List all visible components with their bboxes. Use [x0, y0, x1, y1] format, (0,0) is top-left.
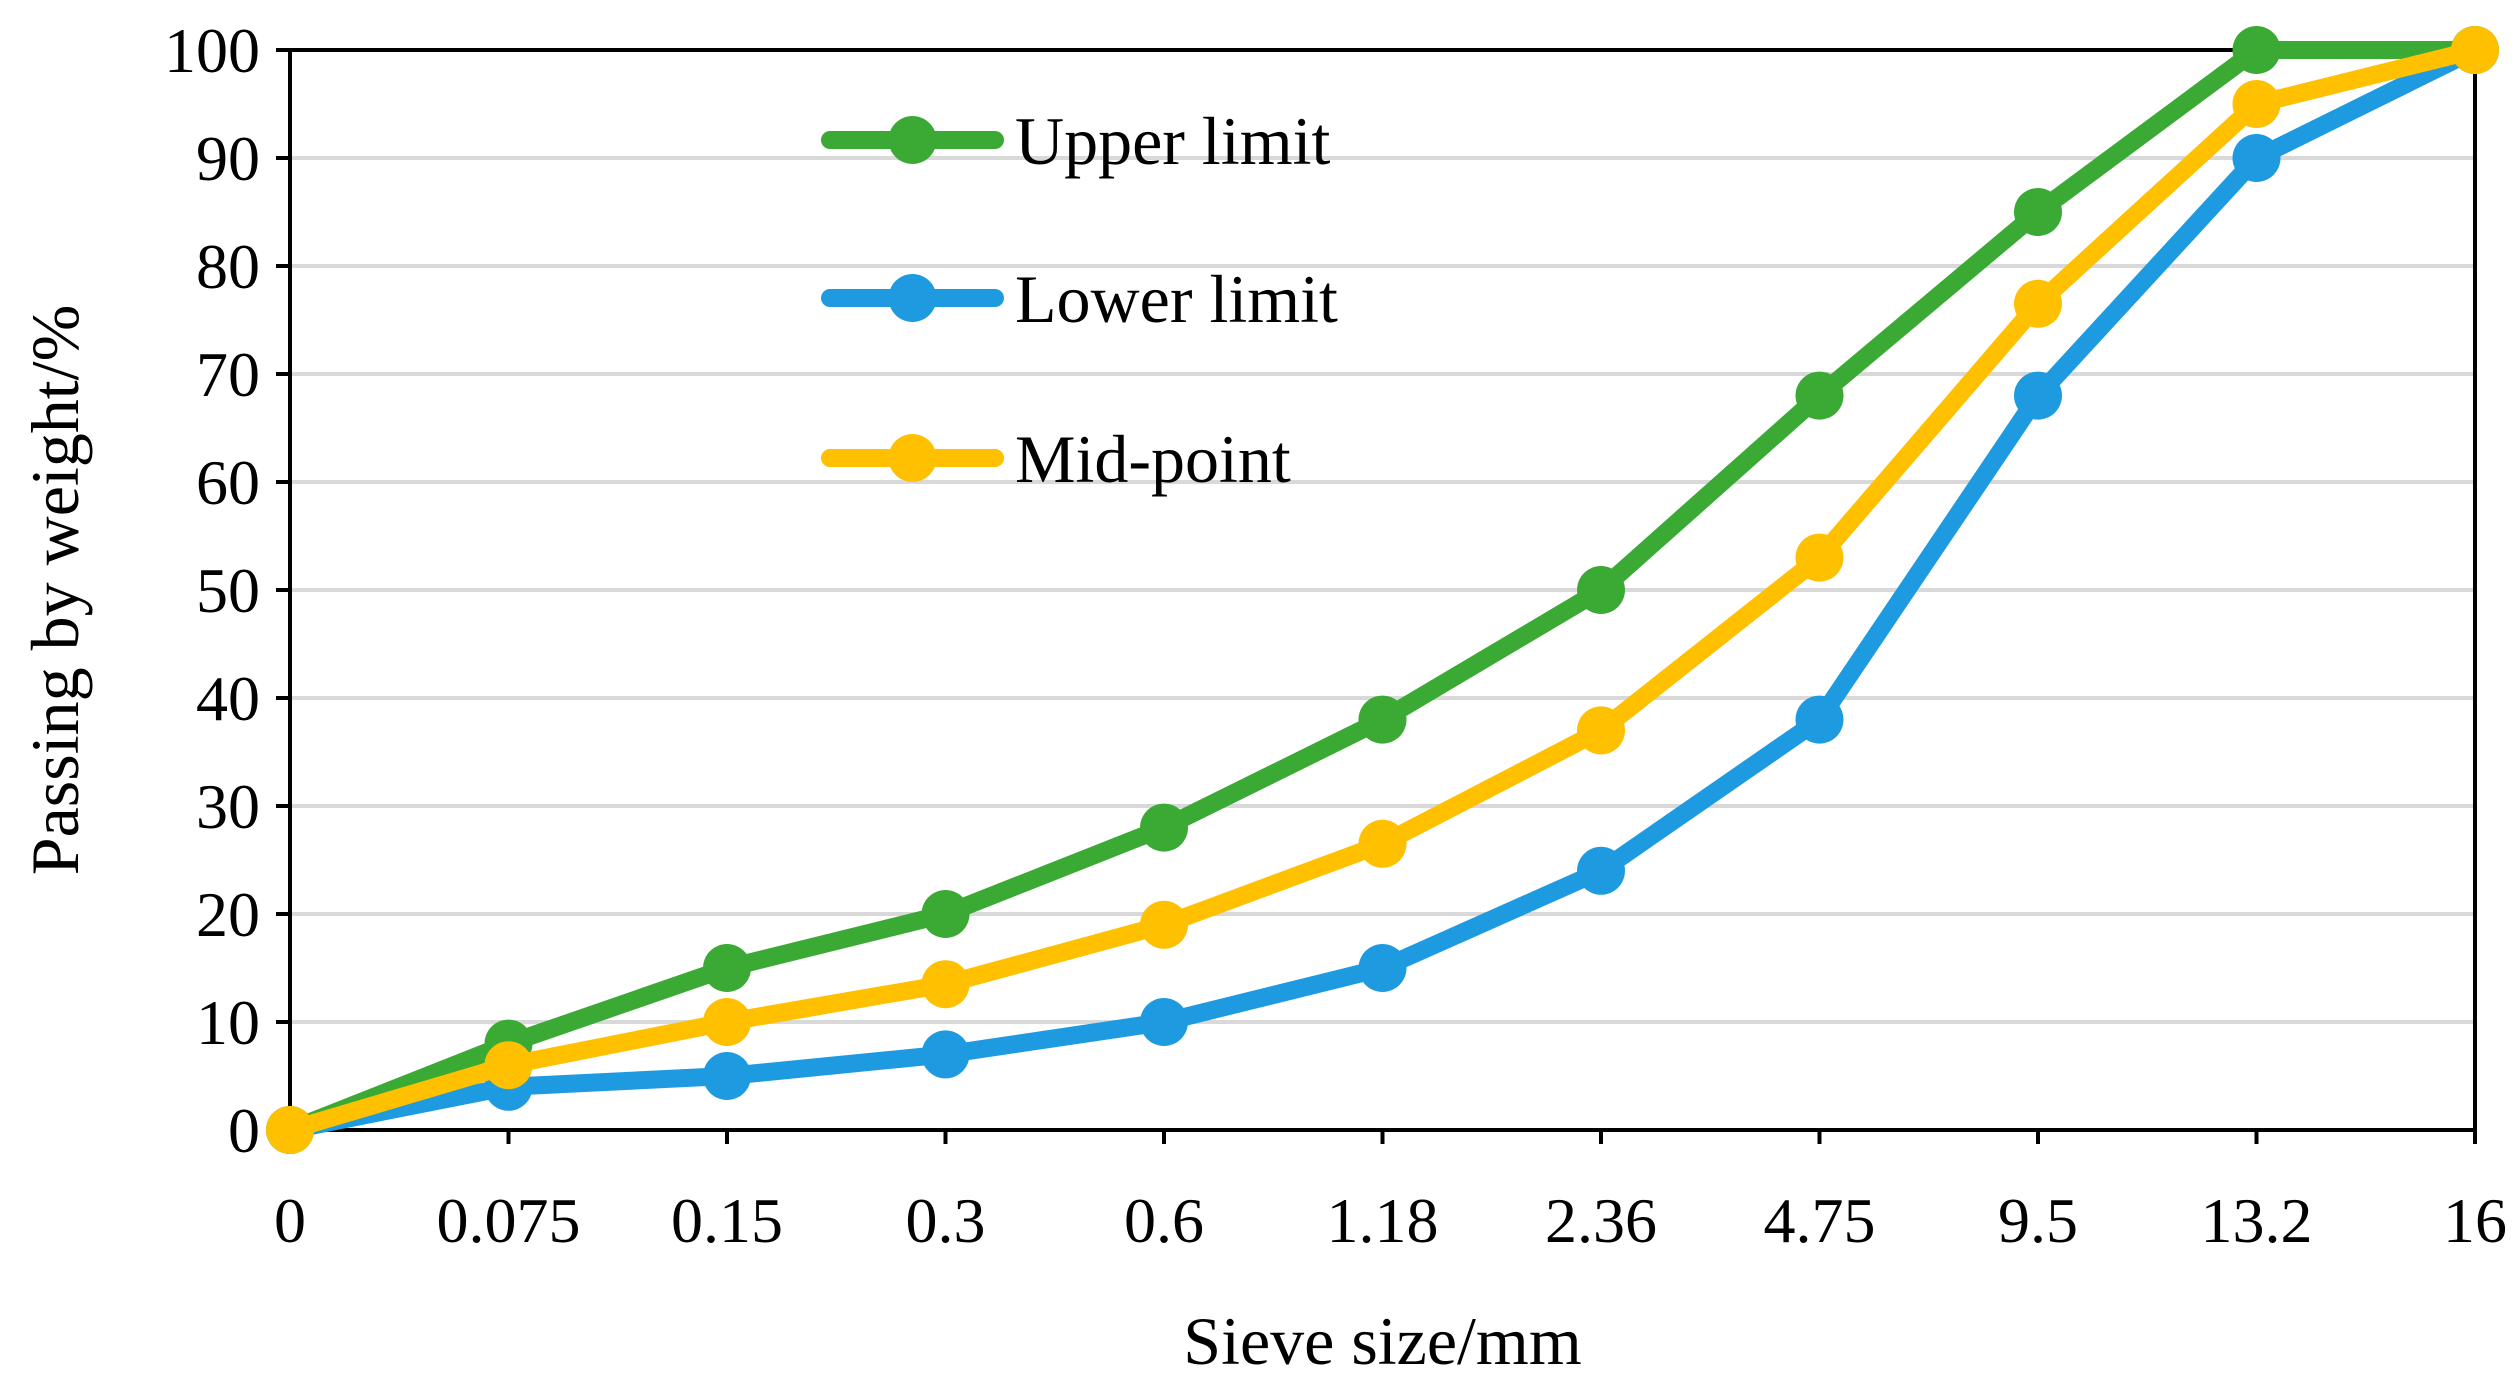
data-point-mid-point	[921, 960, 970, 1009]
data-point-lower-limit	[1140, 998, 1188, 1046]
x-tick-label: 13.2	[2201, 1185, 2313, 1256]
data-point-mid-point	[2451, 26, 2499, 74]
data-point-lower-limit	[703, 1052, 751, 1100]
x-axis-title: Sieve size/mm	[1183, 1303, 1581, 1379]
y-tick-label: 0	[228, 1095, 260, 1166]
data-point-mid-point	[2014, 279, 2062, 328]
x-tick-label: 0	[274, 1185, 306, 1256]
x-tick-label: 0.3	[906, 1185, 986, 1256]
x-tick-label: 0.075	[437, 1185, 581, 1256]
data-point-upper-limit	[1795, 371, 1844, 420]
data-point-lower-limit	[2014, 371, 2062, 420]
legend-label: Mid-point	[1015, 421, 1291, 497]
legend-entry-lower-limit: Lower limit	[821, 261, 1338, 337]
data-point-lower-limit	[921, 1030, 970, 1079]
data-point-mid-point	[266, 1106, 314, 1154]
y-tick-label: 40	[196, 663, 260, 734]
axes: 0 10 20 30 40 50 60 70 80 90 100 0 0.075 0.15 0.3 0.6 1.…	[164, 15, 2507, 1256]
data-point-upper-limit	[921, 890, 970, 938]
x-tick-label: 0.15	[671, 1185, 783, 1256]
y-tick-label: 100	[164, 15, 260, 86]
x-tick-label: 1.18	[1327, 1185, 1439, 1256]
y-tick-label: 70	[196, 339, 260, 410]
y-tick-label: 30	[196, 771, 260, 842]
data-point-mid-point	[2232, 80, 2281, 128]
series-lines	[266, 26, 2499, 1154]
y-tick-label: 10	[196, 987, 260, 1058]
data-point-mid-point	[1140, 900, 1188, 949]
gridlines	[290, 156, 2475, 1024]
data-point-mid-point	[1358, 819, 1407, 868]
x-tick-label: 9.5	[1998, 1185, 2078, 1256]
legend-swatch-marker	[888, 274, 937, 322]
data-point-lower-limit	[1358, 944, 1407, 992]
legend: Upper limit Lower limit Mid-point	[821, 103, 1338, 497]
data-point-upper-limit	[1577, 566, 1625, 614]
data-point-upper-limit	[2014, 188, 2062, 236]
data-point-lower-limit	[1795, 695, 1844, 744]
y-tick-label: 60	[196, 447, 260, 518]
y-tick-label: 50	[196, 555, 260, 626]
legend-swatch-marker	[888, 116, 937, 164]
data-point-upper-limit	[1140, 803, 1188, 852]
legend-label: Upper limit	[1015, 103, 1331, 179]
data-point-lower-limit	[1577, 846, 1625, 895]
legend-label: Lower limit	[1015, 261, 1338, 337]
x-tick-label: 2.36	[1545, 1185, 1657, 1256]
x-tick-label: 0.6	[1124, 1185, 1204, 1256]
data-point-mid-point	[484, 1041, 533, 1090]
data-point-lower-limit	[2232, 134, 2281, 182]
data-point-upper-limit	[703, 944, 751, 992]
y-tick-label: 20	[196, 879, 260, 950]
y-tick-label: 90	[196, 123, 260, 194]
data-point-mid-point	[1795, 533, 1844, 582]
y-axis-title: Passing by weight/%	[17, 305, 93, 875]
data-point-mid-point	[703, 998, 751, 1046]
legend-entry-mid-point: Mid-point	[821, 421, 1291, 497]
y-tick-label: 80	[196, 231, 260, 302]
data-point-upper-limit	[1358, 695, 1407, 744]
x-tick-label: 4.75	[1764, 1185, 1876, 1256]
x-tick-label: 16	[2443, 1185, 2507, 1256]
data-point-upper-limit	[2232, 26, 2281, 74]
legend-entry-upper-limit: Upper limit	[821, 103, 1331, 179]
legend-swatch-marker	[888, 434, 937, 482]
data-point-mid-point	[1577, 706, 1625, 755]
